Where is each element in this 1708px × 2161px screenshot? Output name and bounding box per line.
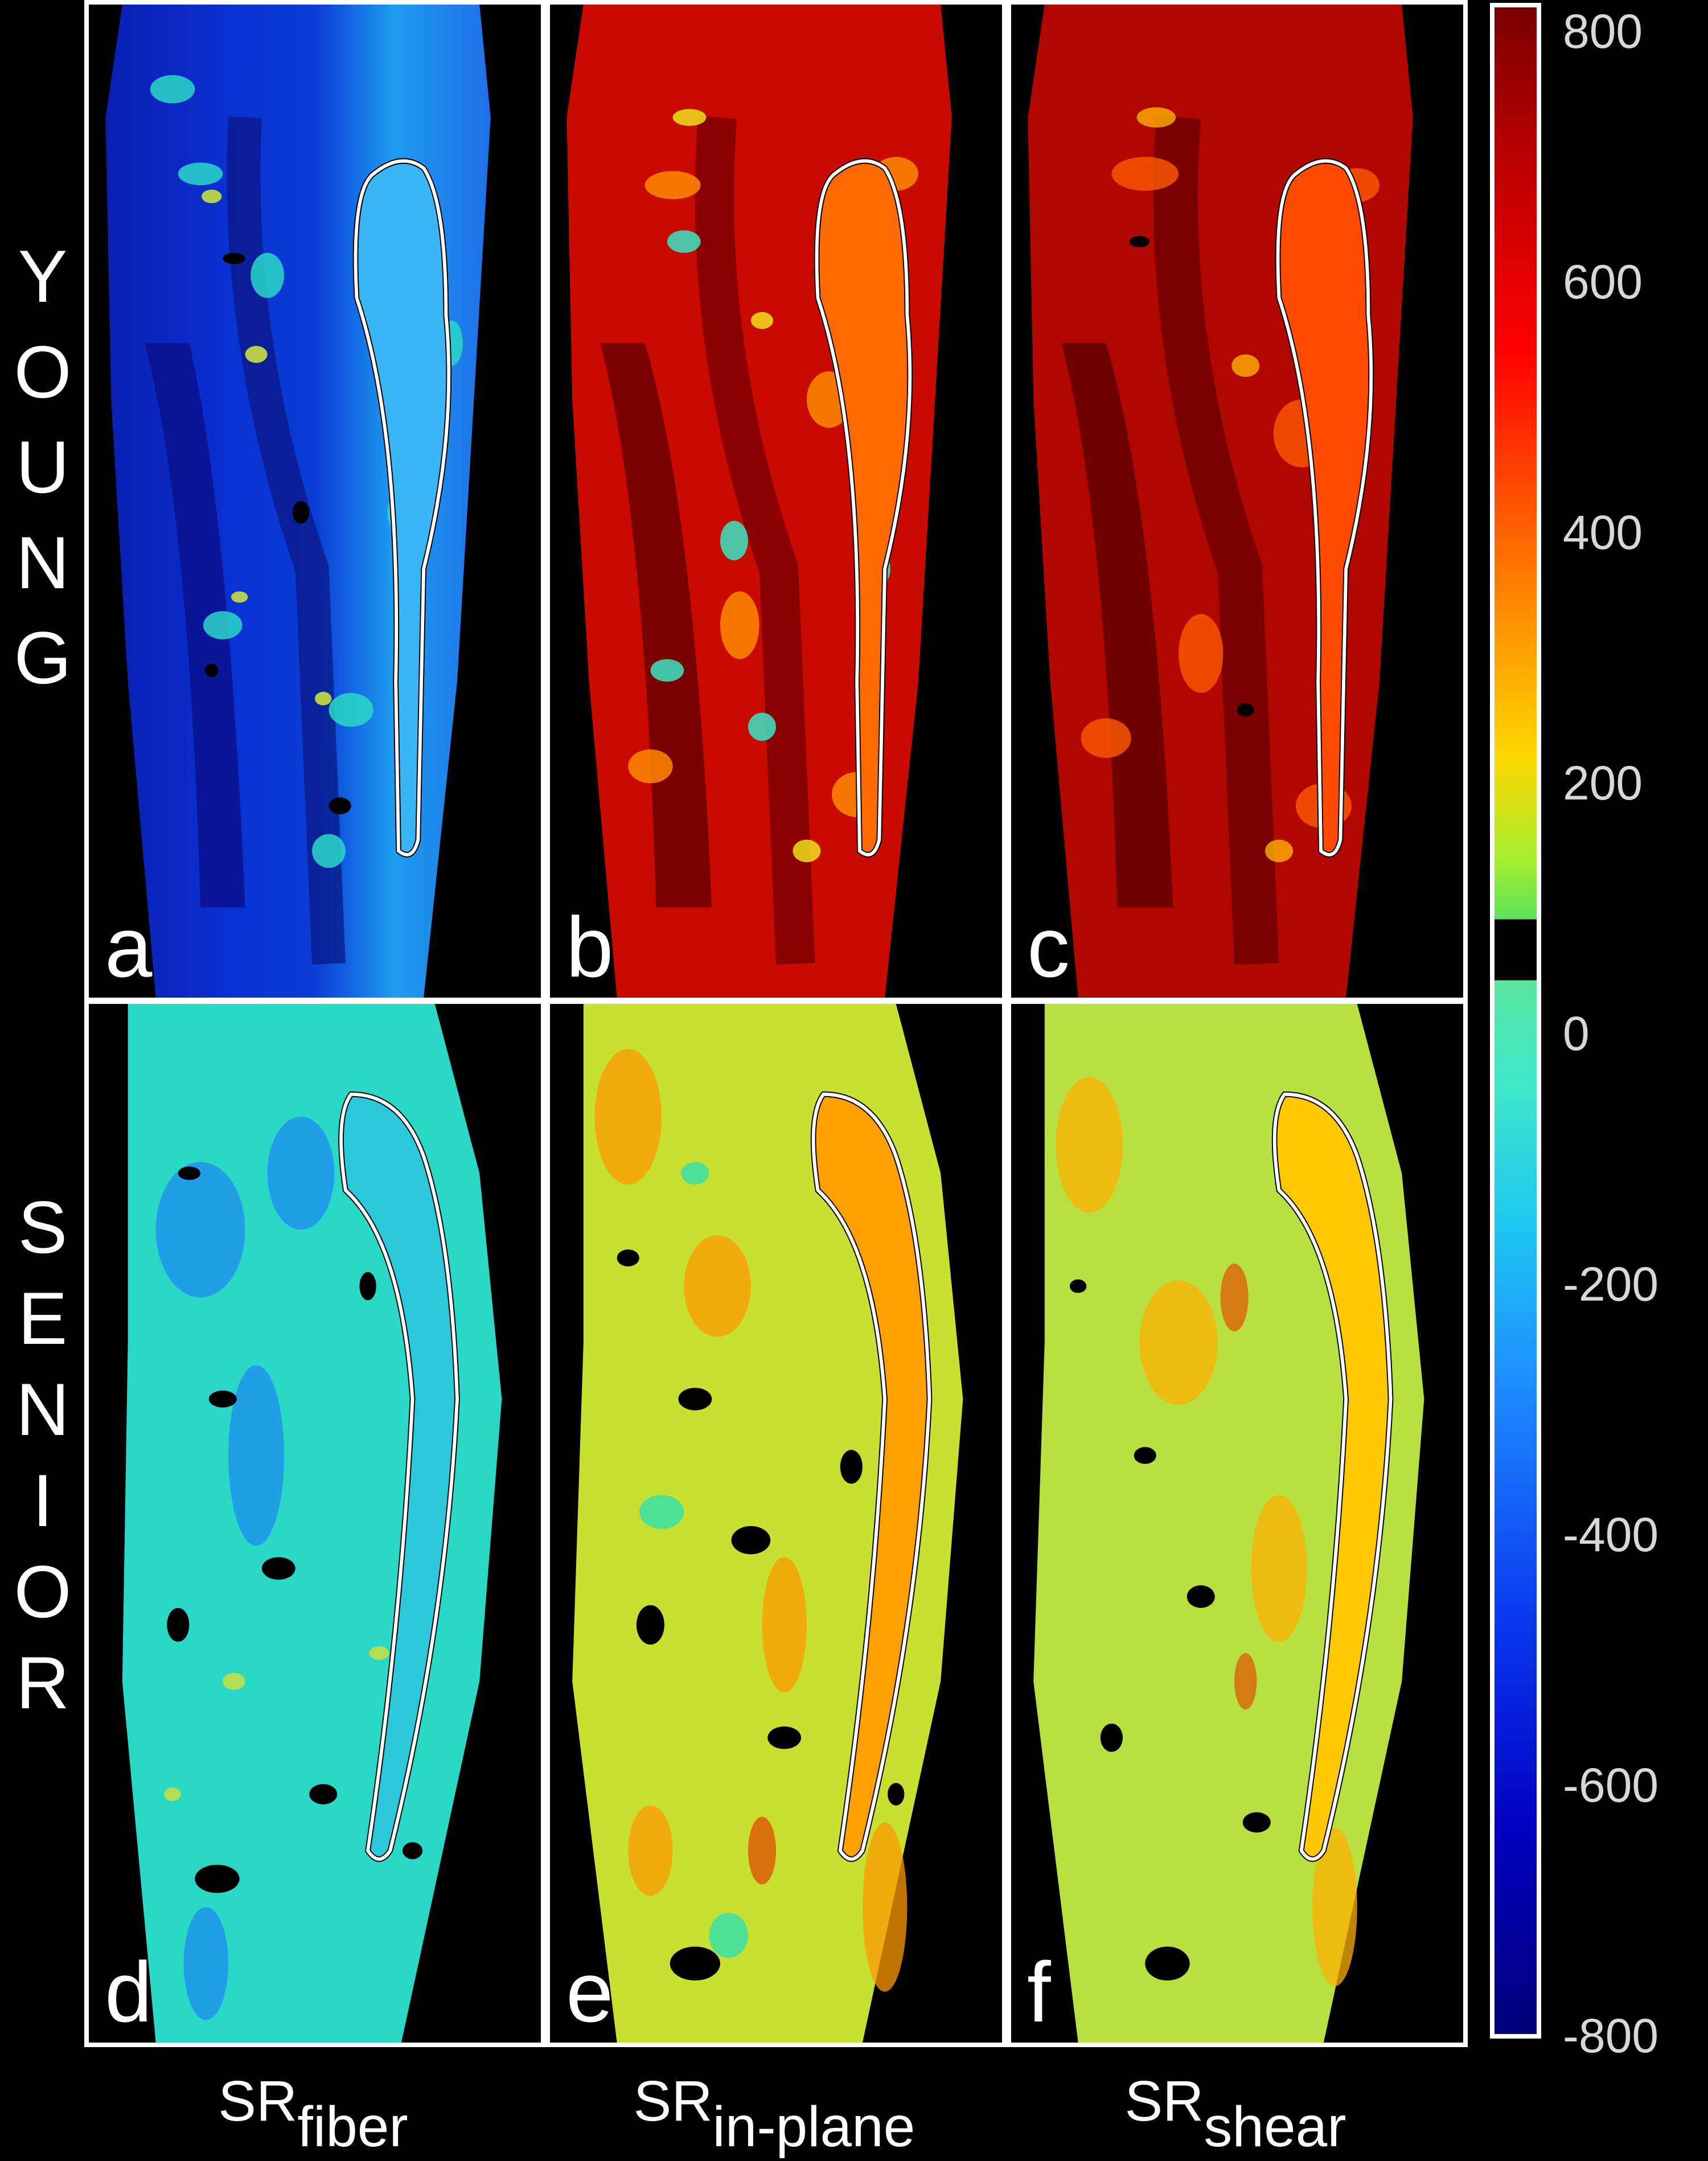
row-label-letter: U xyxy=(16,425,69,509)
panel-letter: f xyxy=(1027,1944,1051,2040)
row-label-senior: S E N I O R xyxy=(0,1190,85,1720)
row-label-letter: O xyxy=(14,330,72,413)
colorbar-tick-label: 0 xyxy=(1563,1007,1590,1060)
colorbar-tick-label: 600 xyxy=(1563,255,1643,309)
row-label-young: Y O U N G xyxy=(0,239,85,695)
column-label-base: SR xyxy=(633,2069,713,2133)
panel-senior-in-plane: e xyxy=(545,999,1007,2047)
colorbar-tick-label: -400 xyxy=(1563,1508,1659,1561)
panel-letter: e xyxy=(566,1944,614,2040)
column-label-base: SR xyxy=(218,2069,298,2133)
strain-rate-map-image xyxy=(572,1004,963,2043)
row-label-letter: R xyxy=(16,1641,69,1724)
column-label-subscript: fiber xyxy=(297,2095,408,2159)
row-label-letter: E xyxy=(18,1277,68,1360)
panel-senior-shear: f xyxy=(1007,999,1468,2047)
row-label-letter: Y xyxy=(18,235,68,318)
panel-young-shear: c xyxy=(1007,0,1468,1002)
row-label-letter: S xyxy=(18,1186,68,1269)
row-label-letter: N xyxy=(16,1368,69,1451)
strain-rate-map-image xyxy=(1028,5,1413,998)
strain-rate-map-image xyxy=(1033,1004,1424,2043)
colorbar-tick-label: -200 xyxy=(1563,1257,1659,1311)
colorbar-tick-label: -600 xyxy=(1563,1758,1659,1812)
row-label-letter: I xyxy=(32,1459,54,1542)
colorbar-tick-label: 400 xyxy=(1563,506,1643,559)
panel-senior-fiber: d xyxy=(84,999,545,2047)
row-label-letter: O xyxy=(14,1550,72,1633)
row-label-letter: G xyxy=(14,616,72,699)
strain-rate-map-image xyxy=(566,5,952,998)
column-label-subscript: shear xyxy=(1204,2095,1346,2159)
panel-letter: c xyxy=(1027,899,1070,995)
panel-letter: d xyxy=(105,1944,153,2040)
colorbar-tick-label: -800 xyxy=(1563,2009,1659,2062)
panel-young-fiber: a xyxy=(84,0,545,1002)
panel-letter: a xyxy=(105,899,153,995)
column-label-subscript: in-plane xyxy=(712,2095,915,2159)
column-label-fiber: SRfiber xyxy=(85,2073,541,2155)
column-label-shear: SRshear xyxy=(1008,2073,1463,2155)
colorbar xyxy=(1490,3,1541,2039)
panel-letter: b xyxy=(566,899,614,995)
panel-young-in-plane: b xyxy=(545,0,1007,1002)
column-label-in-plane: SRin-plane xyxy=(547,2073,1002,2155)
row-label-letter: N xyxy=(16,520,69,604)
strain-rate-map-image xyxy=(105,5,491,998)
column-label-base: SR xyxy=(1124,2069,1204,2133)
colorbar-tick-label: 800 xyxy=(1563,5,1643,58)
strain-rate-map-image xyxy=(122,1004,502,2043)
colorbar-tick-label: 200 xyxy=(1563,756,1643,810)
